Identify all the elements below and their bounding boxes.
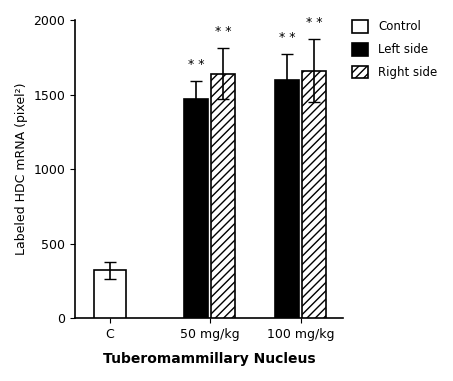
Text: * *: * *: [188, 58, 205, 71]
Text: * *: * *: [215, 25, 231, 38]
Y-axis label: Labeled HDC mRNA (pixel²): Labeled HDC mRNA (pixel²): [15, 83, 28, 255]
X-axis label: Tuberomammillary Nucleus: Tuberomammillary Nucleus: [103, 352, 316, 366]
Bar: [302, 71, 326, 318]
Bar: [184, 99, 208, 318]
Bar: [94, 271, 125, 318]
Text: * *: * *: [279, 31, 295, 44]
Bar: [211, 74, 235, 318]
Text: * *: * *: [306, 16, 322, 29]
Bar: [275, 80, 299, 318]
Legend: Control, Left side, Right side: Control, Left side, Right side: [352, 20, 437, 79]
